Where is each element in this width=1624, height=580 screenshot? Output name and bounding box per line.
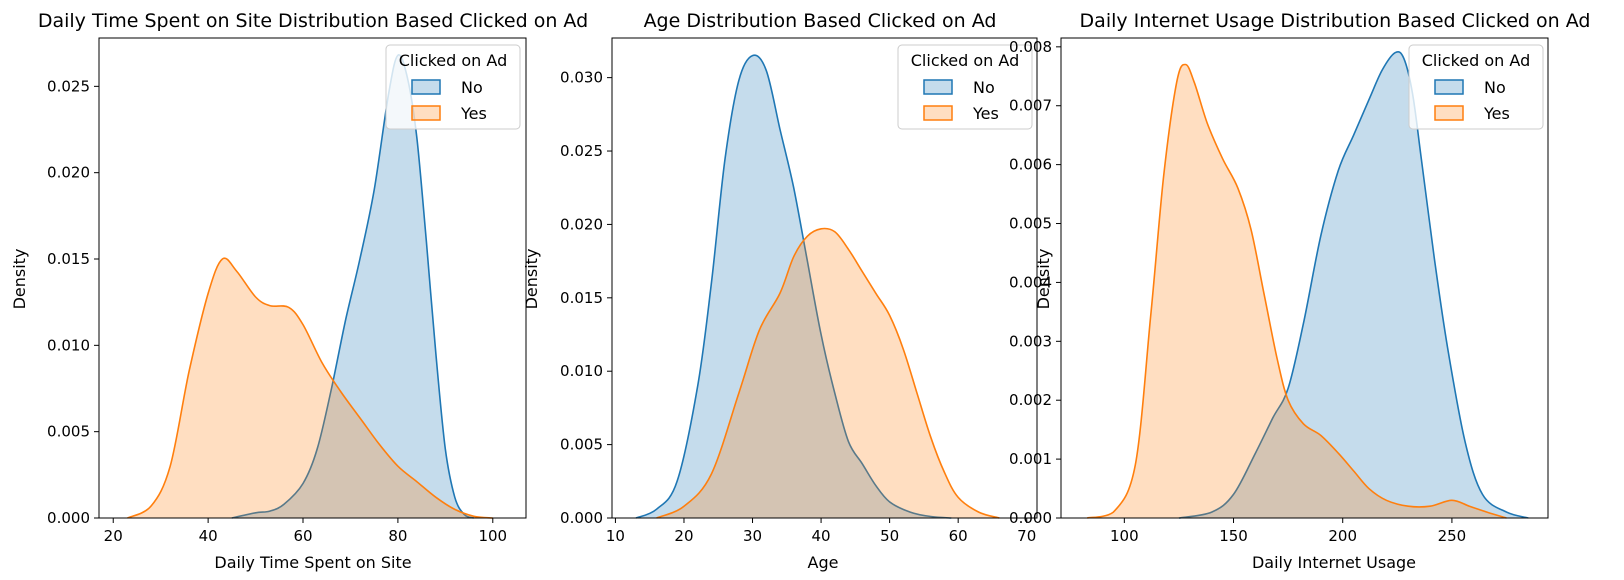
density-line-yes [1087, 63, 1507, 519]
y-tick-label: 0.005 [1009, 215, 1052, 233]
chart-panel-internet-usage: Daily Internet Usage Distribution Based … [1009, 10, 1590, 572]
x-tick-label: 40 [199, 527, 218, 545]
x-tick-label: 100 [1110, 527, 1139, 545]
legend-frame [1408, 44, 1544, 130]
x-tick-label: 150 [1219, 527, 1248, 545]
density-line-no [635, 54, 952, 519]
legend-swatch-yes [1434, 105, 1464, 121]
y-tick-label: 0.025 [560, 142, 603, 160]
legend-label-yes: Yes [1483, 104, 1510, 123]
y-axis-label: Density [522, 249, 541, 310]
y-tick-label: 0.000 [560, 509, 603, 527]
plot-area: 10 20 30 40 50 60 70 0.000 0.005 0.010 0.015 0.020 0… [560, 37, 1038, 545]
density-line-yes [127, 257, 493, 519]
chart-title: Daily Internet Usage Distribution Based … [1080, 10, 1591, 32]
chart-title: Daily Time Spent on Site Distribution Ba… [38, 10, 588, 32]
y-tick-label: 0.004 [1009, 273, 1052, 291]
x-tick-label: 250 [1438, 527, 1467, 545]
legend-label-yes: Yes [460, 104, 487, 123]
x-tick-label: 30 [743, 527, 762, 545]
chart-panel-daily-time: Daily Time Spent on Site Distribution Ba… [10, 10, 588, 572]
plot-area: 100 150 200 250 0.000 0.001 0.002 0.003 0.004 0.0… [1009, 37, 1549, 545]
y-tick-label: 0.010 [560, 362, 603, 380]
legend-title: Clicked on Ad [1422, 51, 1530, 70]
legend: Clicked on Ad No Yes [897, 44, 1033, 130]
legend-label-no: No [1484, 78, 1506, 97]
legend-swatch-no [411, 79, 441, 95]
density-area-no [231, 54, 474, 519]
axes-frame [611, 37, 1038, 519]
y-tick-label: 0.020 [47, 164, 90, 182]
x-tick-label: 100 [478, 527, 507, 545]
axes-frame [98, 37, 527, 519]
axes-frame [1060, 37, 1549, 519]
y-tick-label: 0.005 [560, 436, 603, 454]
density-area-yes [1087, 64, 1507, 518]
density-area-no [636, 55, 952, 518]
plot-area: 20 40 60 80 100 0.000 0.005 0.010 0.015 0.020 0.02… [47, 37, 527, 545]
y-tick-label: 0.015 [47, 250, 90, 268]
x-tick-label: 10 [606, 527, 625, 545]
legend-title: Clicked on Ad [399, 51, 507, 70]
density-line-yes [656, 227, 1000, 519]
legend-swatch-yes [411, 105, 441, 121]
legend-frame [897, 44, 1033, 130]
x-axis-label: Age [808, 553, 839, 572]
y-tick-label: 0.005 [47, 423, 90, 441]
legend: Clicked on Ad No Yes [385, 44, 521, 130]
x-tick-label: 50 [880, 527, 899, 545]
x-tick-label: 70 [1017, 527, 1036, 545]
y-axis-label: Density [1034, 249, 1053, 310]
legend-label-yes: Yes [972, 104, 999, 123]
x-tick-label: 60 [949, 527, 968, 545]
legend-frame [385, 44, 521, 130]
x-axis-label: Daily Time Spent on Site [214, 553, 411, 572]
y-tick-label: 0.007 [1009, 97, 1052, 115]
y-tick-label: 0.008 [1009, 38, 1052, 56]
density-area-no [1178, 51, 1529, 518]
y-tick-label: 0.002 [1009, 391, 1052, 409]
density-area-yes [656, 228, 1000, 519]
y-tick-label: 0.015 [560, 289, 603, 307]
density-area-yes [127, 258, 493, 518]
y-tick-label: 0.000 [47, 509, 90, 527]
y-axis-label: Density [10, 249, 29, 310]
y-tick-label: 0.001 [1009, 450, 1052, 468]
legend-swatch-yes [923, 105, 953, 121]
legend-swatch-no [1434, 79, 1464, 95]
legend: Clicked on Ad No Yes [1408, 44, 1544, 130]
y-tick-label: 0.000 [1009, 509, 1052, 527]
x-tick-label: 80 [388, 527, 407, 545]
x-tick-label: 40 [812, 527, 831, 545]
y-tick-label: 0.006 [1009, 156, 1052, 174]
x-axis-label: Daily Internet Usage [1252, 553, 1416, 572]
legend-label-no: No [461, 78, 483, 97]
chart-title: Age Distribution Based Clicked on Ad [644, 10, 997, 32]
y-tick-label: 0.030 [560, 69, 603, 87]
chart-panel-age: Age Distribution Based Clicked on Ad Age… [522, 10, 1038, 572]
x-tick-label: 20 [674, 527, 693, 545]
x-tick-label: 20 [104, 527, 123, 545]
y-tick-label: 0.010 [47, 336, 90, 354]
x-tick-label: 200 [1328, 527, 1357, 545]
density-line-no [1178, 51, 1529, 519]
y-tick-label: 0.003 [1009, 332, 1052, 350]
legend-title: Clicked on Ad [911, 51, 1019, 70]
legend-swatch-no [923, 79, 953, 95]
x-tick-label: 60 [293, 527, 312, 545]
legend-label-no: No [973, 78, 995, 97]
y-tick-label: 0.025 [47, 77, 90, 95]
y-tick-label: 0.020 [560, 215, 603, 233]
